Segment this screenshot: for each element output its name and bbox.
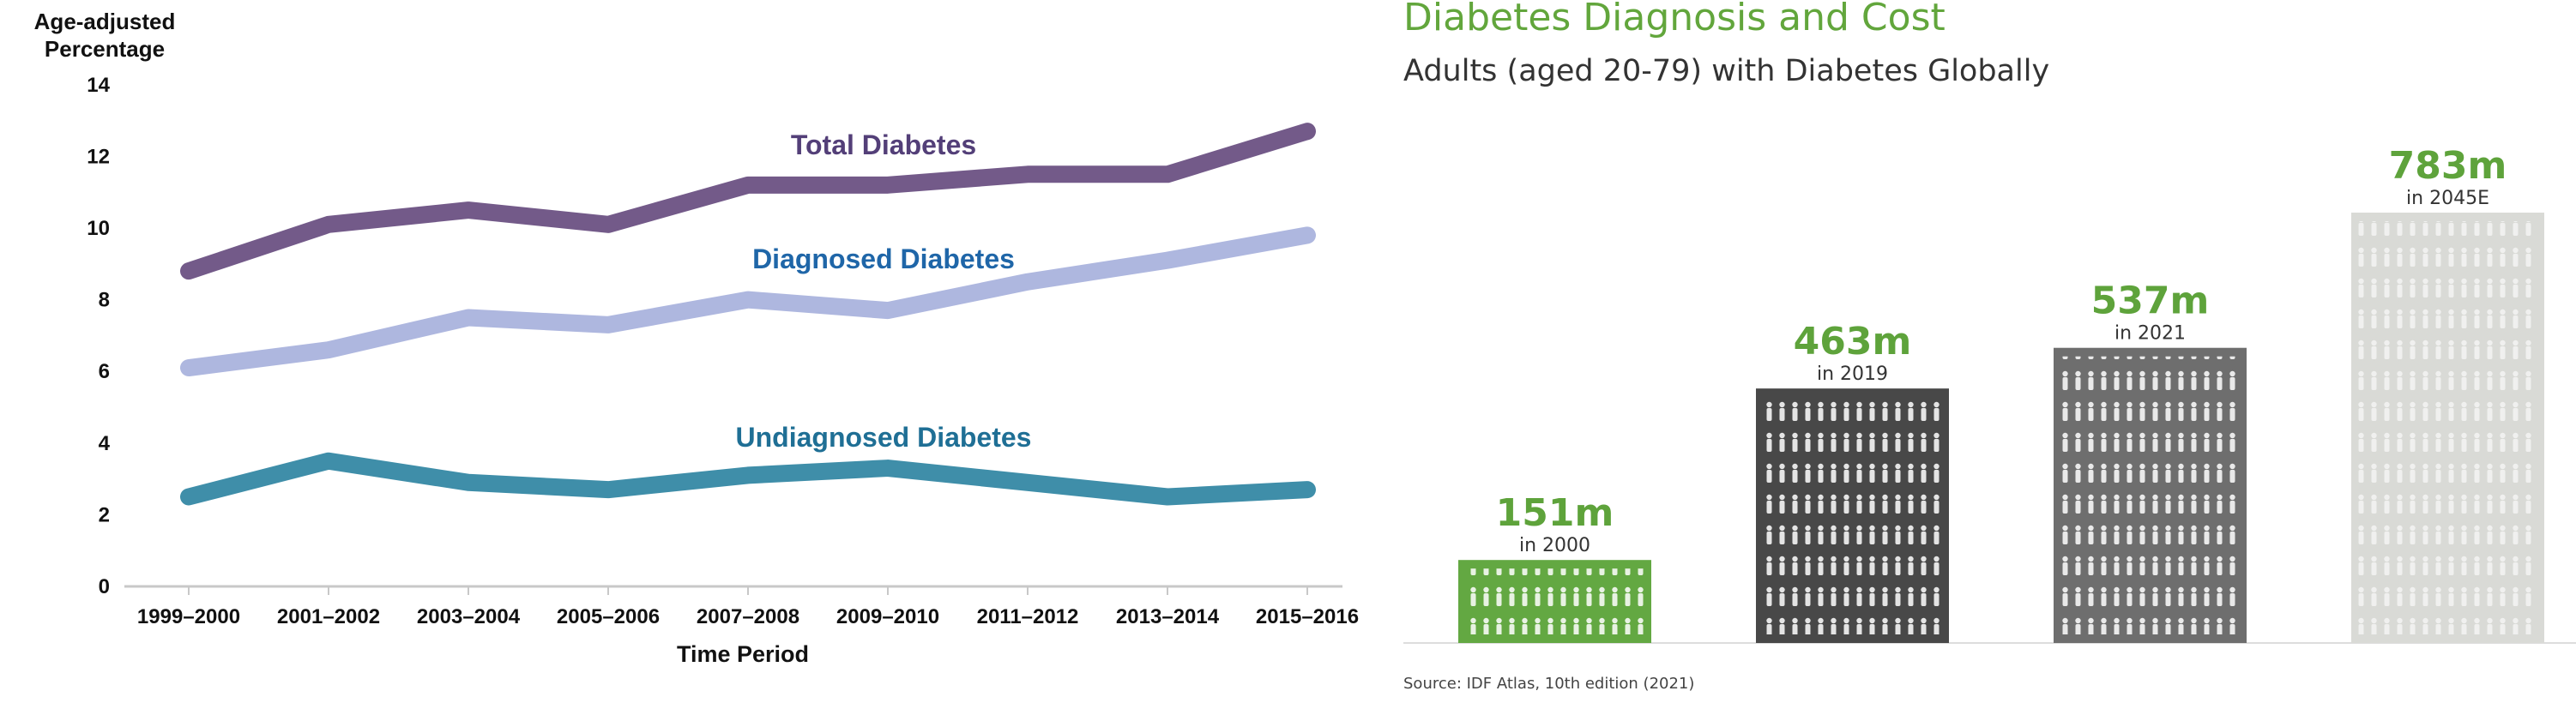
bar-value-label-1: 463m xyxy=(1794,320,1912,364)
series-lines xyxy=(180,123,1316,506)
series-label-1: Diagnosed Diabetes xyxy=(752,243,1015,274)
bar-people-icons-3 xyxy=(2358,221,2537,634)
series-labels: Total Diabetes Diagnosed Diabetes Undiagno… xyxy=(736,129,1032,453)
x-tick-label: 2013–2014 xyxy=(1116,605,1220,628)
x-tick-label: 2009–2010 xyxy=(836,605,939,628)
bar-chart: Diabetes Diagnosis and Cost Adults (aged… xyxy=(1403,0,2576,693)
y-tick-label: 0 xyxy=(99,575,110,598)
chart-title: Diabetes Diagnosis and Cost xyxy=(1403,0,1946,39)
line-chart: Age-adjusted Percentage 0 2 4 6 8 10 12 14 1999… xyxy=(34,9,1359,667)
x-axis-ticks: 1999–2000 2001–2002 2003–2004 2005–2006 2007… xyxy=(137,586,1359,628)
x-tick-label: 2011–2012 xyxy=(977,605,1079,628)
y-axis-title-line2: Percentage xyxy=(45,36,165,62)
y-axis-ticks: 0 2 4 6 8 10 12 14 xyxy=(87,74,110,598)
bar-year-label-2: in 2021 xyxy=(2114,323,2186,345)
bar-year-label-3: in 2045E xyxy=(2406,188,2489,209)
bar-value-label-0: 151m xyxy=(1496,491,1614,535)
bar-people-icons-1 xyxy=(1763,397,1942,634)
bar-year-label-0: in 2000 xyxy=(1519,535,1590,556)
series-label-0: Total Diabetes xyxy=(791,129,976,160)
x-axis-title: Time Period xyxy=(677,641,809,667)
y-tick-label: 6 xyxy=(99,360,110,383)
series-label-2: Undiagnosed Diabetes xyxy=(736,422,1032,453)
bar-year-label-1: in 2019 xyxy=(1817,364,1888,385)
x-tick-label: 2001–2002 xyxy=(277,605,380,628)
y-tick-label: 4 xyxy=(99,432,111,455)
chart-subtitle: Adults (aged 20-79) with Diabetes Global… xyxy=(1403,54,2049,88)
x-tick-label: 2015–2016 xyxy=(1256,605,1359,628)
x-tick-label: 2003–2004 xyxy=(417,605,521,628)
series-line-2 xyxy=(180,452,1316,506)
y-tick-label: 14 xyxy=(87,74,110,97)
bar-people-icons-2 xyxy=(2060,356,2240,634)
x-tick-label: 2005–2006 xyxy=(557,605,660,628)
series-line-0 xyxy=(180,123,1316,280)
bar-people-icons-0 xyxy=(1465,568,1644,634)
y-axis-title-line1: Age-adjusted xyxy=(34,9,176,34)
y-tick-label: 8 xyxy=(99,289,110,312)
source-note: Source: IDF Atlas, 10th edition (2021) xyxy=(1403,675,1694,693)
bar-value-label-3: 783m xyxy=(2389,144,2507,188)
bar-value-label-2: 537m xyxy=(2091,279,2210,323)
y-tick-label: 2 xyxy=(99,503,110,526)
y-tick-label: 12 xyxy=(87,145,110,168)
x-tick-label: 1999–2000 xyxy=(137,605,240,628)
series-line-1 xyxy=(180,226,1316,377)
y-tick-label: 10 xyxy=(87,217,110,240)
x-tick-label: 2007–2008 xyxy=(697,605,799,628)
